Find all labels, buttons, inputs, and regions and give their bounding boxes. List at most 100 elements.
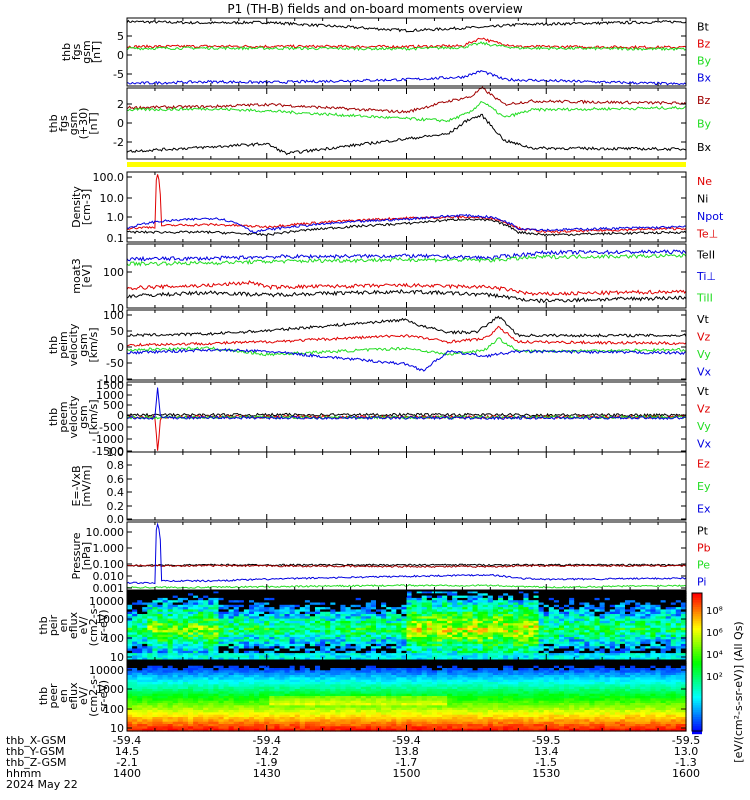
spectrogram-cell — [274, 593, 281, 597]
spectrogram-cell — [228, 620, 235, 624]
spectrogram-cell — [127, 672, 133, 676]
spectrogram-cell — [274, 602, 281, 606]
spectrogram-cell — [594, 604, 601, 608]
spectrogram-cell — [574, 616, 580, 620]
spectrogram-cell — [350, 616, 357, 620]
spectrogram-cell — [396, 637, 402, 640]
spectrogram-cell — [538, 614, 545, 617]
spectrogram-cell — [386, 602, 392, 606]
spectrogram-cell — [309, 593, 316, 597]
spectrogram-cell — [147, 607, 153, 610]
spectrogram-cell — [127, 630, 133, 633]
spectrogram-cell — [137, 703, 143, 706]
spectrogram-cell — [137, 639, 143, 643]
spectrogram-cell — [294, 693, 301, 697]
spectrogram-cell — [289, 689, 296, 692]
spectrogram-cell — [127, 593, 133, 597]
spectrogram-cell — [162, 593, 169, 597]
spectrogram-cell — [198, 672, 204, 676]
spectrogram-cell — [492, 657, 499, 661]
spectrogram-cell — [416, 646, 423, 650]
spectrogram-cell — [492, 620, 499, 624]
spectrogram-cell — [309, 597, 316, 601]
spectrogram-cell — [599, 616, 606, 620]
spectrogram-cell — [289, 653, 296, 656]
spectrogram-cell — [274, 679, 281, 683]
spectrogram-cell — [284, 607, 291, 610]
spectrogram-cell — [335, 643, 342, 647]
spectrogram-cell — [528, 623, 535, 627]
spectrogram-cell — [172, 591, 179, 594]
spectrogram-cell — [274, 618, 281, 622]
spectrogram-cell — [299, 595, 306, 599]
spectrogram-cell — [279, 595, 286, 599]
spectrogram-cell — [670, 634, 677, 638]
spectrogram-cell — [437, 618, 443, 622]
spectrogram-cell — [203, 686, 209, 690]
spectrogram-cell — [177, 597, 184, 601]
spectrogram-cell — [259, 696, 265, 699]
spectrogram-cell — [635, 627, 641, 631]
spectrogram-cell — [304, 655, 311, 659]
y-tick-label: 10 — [110, 302, 124, 315]
spectrogram-cell — [223, 728, 230, 732]
spectrogram-cell — [127, 602, 133, 606]
spectrogram-cell — [142, 717, 148, 720]
spectrogram-cell — [304, 677, 311, 681]
spectrogram-cell — [213, 663, 220, 667]
spectrogram-cell — [218, 623, 225, 627]
spectrogram-cell — [238, 663, 245, 667]
spectrogram-cell — [442, 604, 448, 608]
spectrogram-cell — [376, 641, 382, 645]
spectrogram-cell — [508, 614, 514, 617]
spectrogram-cell — [238, 707, 245, 711]
spectrogram-cell — [625, 627, 631, 631]
spectrogram-cell — [437, 591, 443, 594]
spectrogram-cell — [294, 616, 301, 620]
spectrogram-cell — [182, 675, 189, 678]
spectrogram-cell — [172, 663, 179, 667]
spectrogram-cell — [680, 634, 687, 638]
spectrogram-cell — [335, 616, 342, 620]
spectrogram-cell — [249, 663, 255, 667]
spectrogram-cell — [503, 632, 509, 636]
spectrogram-cell — [411, 607, 418, 610]
spectrogram-cell — [330, 604, 336, 608]
spectrogram-cell — [228, 684, 235, 688]
spectrogram-cell — [188, 684, 194, 688]
spectrogram-cell — [406, 593, 413, 597]
spectrogram-cell — [304, 717, 311, 720]
spectrogram-cell — [365, 604, 372, 608]
spectrogram-cell — [182, 691, 189, 695]
spectrogram-cell — [243, 728, 250, 732]
spectrogram-cell — [223, 679, 230, 683]
spectrogram-cell — [462, 630, 469, 633]
spectrogram-cell — [132, 627, 138, 631]
spectrogram-cell — [249, 696, 255, 699]
spectrogram-cell — [523, 597, 530, 601]
spectrogram-cell — [635, 620, 641, 624]
spectrogram-cell — [431, 609, 438, 613]
spectrogram-cell — [670, 641, 677, 645]
spectrogram-cell — [284, 672, 291, 676]
spectrogram-cell — [645, 620, 651, 624]
spectrogram-cell — [579, 593, 585, 597]
spectrogram-cell — [182, 648, 189, 652]
spectrogram-cell — [254, 600, 260, 604]
spectrogram-cell — [259, 648, 265, 652]
spectrogram-cell — [391, 600, 397, 604]
spectrogram-cell — [325, 625, 331, 629]
spectrogram-cell — [294, 668, 301, 671]
spectrogram-cell — [182, 646, 189, 650]
spectrogram-cell — [279, 641, 286, 645]
spectrogram-cell — [249, 726, 255, 730]
y-tick-label: -1500 — [92, 445, 124, 458]
spectrogram-cell — [437, 602, 443, 606]
spectrogram-cell — [411, 604, 418, 608]
spectrogram-cell — [660, 627, 667, 631]
y-tick-label: 0.8 — [107, 459, 125, 472]
spectrogram-cell — [538, 604, 545, 608]
spectrogram-cell — [625, 614, 631, 617]
spectrogram-cell — [132, 623, 138, 627]
spectrogram-cell — [457, 597, 463, 601]
